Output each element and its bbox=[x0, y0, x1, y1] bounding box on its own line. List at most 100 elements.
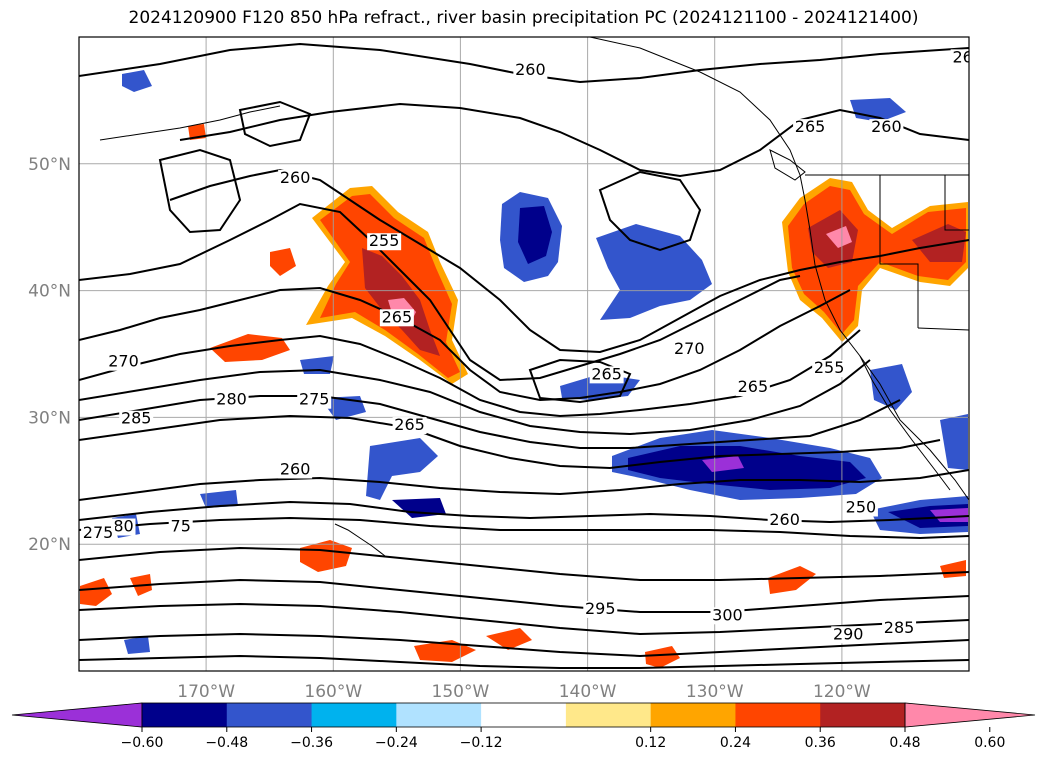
anomaly-small-2 bbox=[270, 248, 296, 276]
anomaly-neg-west-5 bbox=[200, 490, 238, 508]
coastlines bbox=[99, 37, 969, 557]
anomaly-neg-west-2 bbox=[320, 396, 366, 420]
island-vancouver bbox=[769, 149, 806, 181]
contour-label: 250 bbox=[846, 498, 877, 517]
contour-label: 265 bbox=[591, 364, 622, 383]
y-tick-label: 40°N bbox=[28, 282, 71, 302]
contour-label: 255 bbox=[814, 358, 845, 377]
contour-label: 260 bbox=[280, 459, 311, 478]
anomaly-neg-north-central-core bbox=[518, 206, 552, 264]
colorbar: −0.60 −0.48 −0.36 −0.24 −0.12 0.12 0.24 0.36 0.4… bbox=[11, 702, 1036, 751]
contour-label-background bbox=[735, 379, 770, 397]
contour-label: 80 bbox=[113, 517, 133, 536]
contour-label: 300 bbox=[712, 605, 743, 624]
contour-label: 280 bbox=[216, 390, 247, 409]
contour-label-background bbox=[367, 233, 402, 251]
state-border-2 bbox=[944, 175, 969, 231]
anomaly-neg-coast-south bbox=[870, 364, 912, 410]
contour-label-background bbox=[589, 366, 624, 384]
contour-label-background bbox=[111, 518, 136, 536]
anomaly-neg-pacific-east-peak bbox=[702, 456, 744, 472]
contour-label-background bbox=[168, 518, 193, 536]
contour-label-background bbox=[81, 524, 116, 542]
contour-label: 295 bbox=[585, 599, 616, 618]
hawaii bbox=[334, 523, 386, 557]
contour-labels: 260 265 260 26 260 255 265 270 285 280 275 265 265 27… bbox=[81, 47, 972, 644]
x-tick-label: 120°W bbox=[813, 682, 871, 702]
contour-label-background bbox=[793, 119, 828, 137]
x-axis-ticks: 170°W 160°W 150°W 140°W 130°W 120°W bbox=[177, 682, 871, 702]
anomaly-neg-ne bbox=[850, 98, 906, 122]
colorbar-tick-label: −0.36 bbox=[290, 735, 333, 751]
contour-label: 26 bbox=[952, 47, 972, 66]
contour-label: 270 bbox=[674, 339, 705, 358]
contour-label: 265 bbox=[795, 117, 826, 136]
contour-label: 270 bbox=[108, 352, 139, 371]
contour-label: 285 bbox=[121, 409, 152, 428]
contour-label: 260 bbox=[280, 168, 311, 187]
x-tick-label: 170°W bbox=[177, 682, 235, 702]
contour-label-background bbox=[672, 341, 707, 358]
graticule bbox=[79, 37, 969, 671]
contour-label: 265 bbox=[738, 377, 769, 396]
anomaly-coast-west-max bbox=[808, 210, 966, 268]
contour-label-background bbox=[831, 626, 866, 644]
contour-label: 265 bbox=[394, 415, 425, 434]
anomaly-small-4 bbox=[768, 566, 816, 594]
anomaly-neg-pacific-east-core bbox=[628, 446, 866, 490]
contour-label-background bbox=[882, 619, 917, 637]
x-tick-label: 130°W bbox=[686, 682, 744, 702]
contour-label: 260 bbox=[871, 117, 902, 136]
contour-label: 290 bbox=[833, 624, 864, 643]
contour-label-background bbox=[278, 461, 313, 479]
anomaly-neg-baja-peak bbox=[930, 508, 968, 522]
contour-label: 275 bbox=[299, 390, 330, 409]
colorbar-tick-label: 0.36 bbox=[805, 735, 836, 751]
anomaly-small-6 bbox=[486, 628, 532, 650]
colorbar-extend-high bbox=[904, 702, 1036, 728]
contour-label-background bbox=[214, 391, 249, 409]
contour-label-background bbox=[379, 309, 414, 327]
coastline-baja bbox=[859, 355, 951, 491]
aleutians bbox=[99, 105, 281, 141]
colorbar-tick-label: −0.24 bbox=[375, 735, 418, 751]
anomaly-neg-coast-se bbox=[940, 414, 968, 470]
contour-label-background bbox=[767, 512, 802, 530]
anomaly-coast-west-peak bbox=[826, 226, 852, 248]
anomaly-neg-west-1 bbox=[366, 438, 438, 500]
x-tick-label: 160°W bbox=[304, 682, 362, 702]
colorbar-extend-low bbox=[11, 702, 143, 728]
contour-label-background bbox=[106, 353, 141, 371]
anomaly-neg-mid bbox=[596, 224, 712, 320]
anomaly-small-8 bbox=[80, 578, 112, 606]
colorbar-segment bbox=[820, 703, 906, 727]
contour-label: 275 bbox=[83, 523, 114, 542]
contour-label-background bbox=[583, 600, 618, 618]
contour-label-background bbox=[812, 360, 847, 378]
x-tick-label: 140°W bbox=[559, 682, 617, 702]
contour-label-background bbox=[297, 391, 332, 409]
y-axis-ticks: 20°N 30°N 40°N 50°N bbox=[28, 155, 71, 555]
contour-label-background bbox=[950, 49, 969, 67]
chart-title: 2024120900 F120 850 hPa refract., river … bbox=[128, 8, 919, 28]
contour-label-background bbox=[119, 410, 154, 428]
state-border-1 bbox=[879, 175, 919, 328]
contour-label: 285 bbox=[884, 618, 915, 637]
colorbar-tick-label: −0.48 bbox=[205, 735, 248, 751]
colorbar-tick-label: 0.60 bbox=[974, 735, 1005, 751]
colorbar-tick-label: 0.12 bbox=[635, 735, 666, 751]
anomaly-small-7 bbox=[645, 646, 680, 668]
contour-label: 260 bbox=[769, 510, 800, 529]
contour-label-background bbox=[278, 169, 313, 187]
plot-frame bbox=[78, 36, 970, 672]
negative-anomaly-fields bbox=[112, 70, 968, 654]
colorbar-tick-label: 0.24 bbox=[720, 735, 751, 751]
anomaly-small-10 bbox=[940, 560, 966, 578]
anomaly-neg-nw bbox=[122, 70, 152, 92]
colorbar-segment bbox=[142, 703, 228, 727]
contour-label-background bbox=[710, 607, 745, 625]
contour-label-background bbox=[869, 119, 904, 137]
us-mexico-border bbox=[917, 327, 969, 331]
y-tick-label: 50°N bbox=[28, 155, 71, 175]
contour-label: 255 bbox=[369, 231, 400, 250]
